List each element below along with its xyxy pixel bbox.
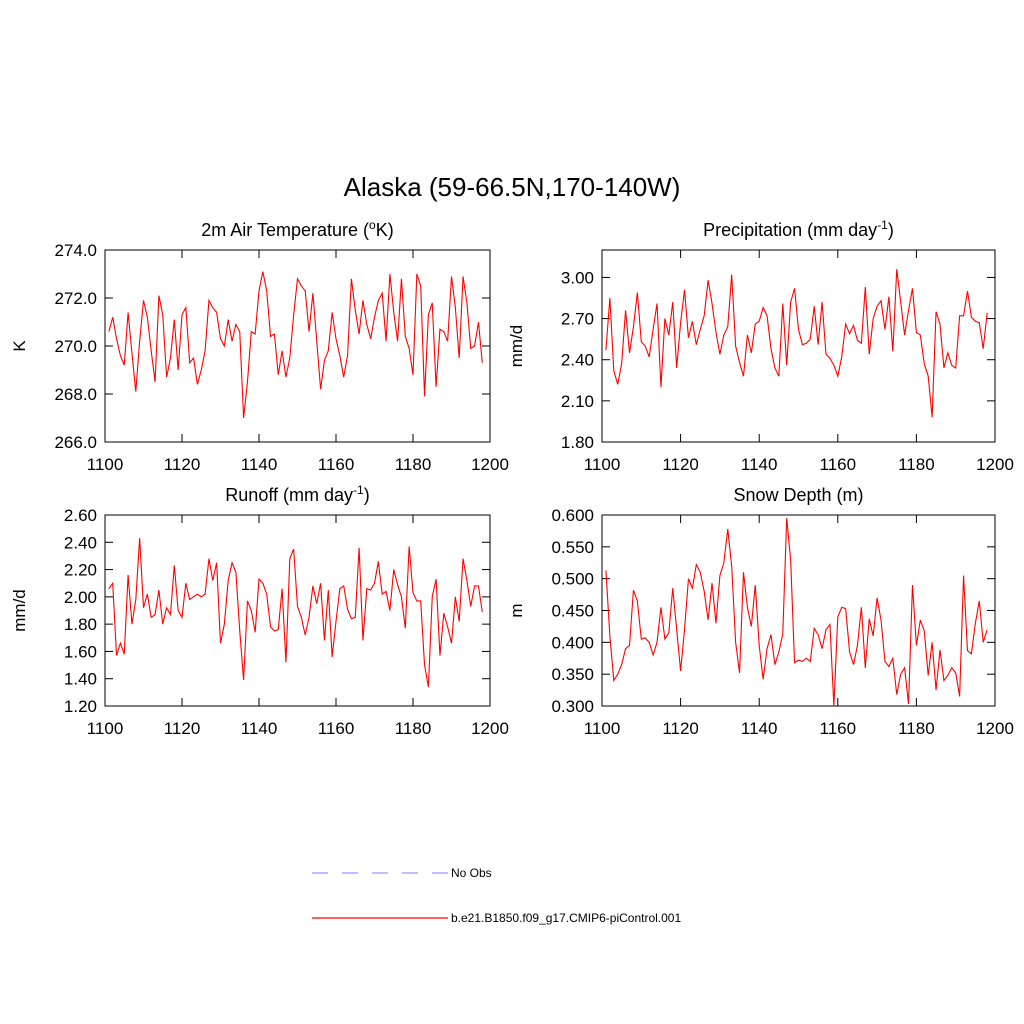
title-superscript: -1: [353, 483, 364, 497]
y-axis-label: m: [507, 603, 526, 617]
y-tick-label: 2.10: [561, 392, 594, 411]
x-tick-label: 1100: [87, 719, 124, 738]
x-tick-label: 1180: [898, 719, 935, 738]
y-tick-label: 270.0: [54, 337, 97, 356]
y-tick-label: 2.40: [64, 533, 97, 552]
title-superscript: o: [369, 218, 376, 232]
x-tick-label: 1100: [584, 719, 621, 738]
panel-title: Runoff (mm day-1): [225, 483, 369, 505]
data-line: [108, 538, 483, 687]
title-part: Precipitation (mm day: [703, 220, 877, 240]
y-tick-label: 2.40: [561, 351, 594, 370]
y-tick-label: 2.00: [64, 588, 97, 607]
data-line: [605, 518, 988, 707]
y-tick-label: 1.80: [64, 615, 97, 634]
title-superscript: -1: [877, 218, 888, 232]
legend-label: b.e21.B1850.f09_g17.CMIP6-piControl.001: [451, 911, 681, 925]
title-part: ): [888, 220, 894, 240]
y-tick-label: 272.0: [54, 289, 97, 308]
title-part: K): [376, 220, 394, 240]
y-tick-label: 2.60: [64, 506, 97, 525]
y-tick-label: 1.20: [64, 697, 97, 716]
x-tick-label: 1180: [898, 455, 935, 474]
y-axis-label: K: [10, 340, 29, 352]
x-tick-label: 1200: [471, 719, 509, 738]
y-tick-label: 0.400: [551, 633, 594, 652]
title-part: 2m Air Temperature (: [201, 220, 369, 240]
data-line: [108, 271, 483, 419]
y-tick-label: 0.450: [551, 602, 594, 621]
y-tick-label: 266.0: [54, 433, 97, 452]
title-part: ): [364, 485, 370, 505]
panel-title: Snow Depth (m): [733, 485, 863, 505]
x-tick-label: 1140: [741, 455, 778, 474]
y-tick-label: 0.300: [551, 697, 594, 716]
y-tick-label: 0.600: [551, 506, 594, 525]
y-tick-label: 2.70: [561, 310, 594, 329]
plot-frame: [104, 514, 491, 707]
title-part: Runoff (mm day: [225, 485, 353, 505]
y-tick-label: 3.00: [561, 268, 594, 287]
y-tick-label: 274.0: [54, 241, 97, 260]
x-tick-label: 1200: [976, 455, 1014, 474]
x-tick-label: 1160: [820, 719, 857, 738]
y-tick-label: 0.550: [551, 538, 594, 557]
panel-title: 2m Air Temperature (oK): [201, 218, 393, 240]
y-tick-label: 0.350: [551, 665, 594, 684]
x-tick-label: 1120: [164, 455, 201, 474]
y-tick-label: 0.500: [551, 570, 594, 589]
y-tick-label: 1.40: [64, 670, 97, 689]
x-tick-label: 1140: [241, 455, 278, 474]
x-tick-label: 1140: [741, 719, 778, 738]
y-tick-label: 1.80: [561, 433, 594, 452]
x-tick-label: 1100: [584, 455, 621, 474]
y-axis-label: mm/d: [507, 325, 526, 368]
x-tick-label: 1160: [318, 455, 355, 474]
x-tick-label: 1160: [318, 719, 355, 738]
x-tick-label: 1100: [87, 455, 124, 474]
x-tick-label: 1120: [662, 455, 699, 474]
y-axis-label: mm/d: [10, 589, 29, 632]
x-tick-label: 1180: [395, 455, 432, 474]
legend-label: No Obs: [451, 866, 492, 880]
x-tick-label: 1140: [241, 719, 278, 738]
x-tick-label: 1120: [662, 719, 699, 738]
panel-title: Precipitation (mm day-1): [703, 218, 894, 240]
x-tick-label: 1120: [164, 719, 201, 738]
x-tick-label: 1200: [471, 455, 509, 474]
data-line: [605, 269, 988, 418]
y-tick-label: 2.20: [64, 561, 97, 580]
title-part: Snow Depth (m): [733, 485, 863, 505]
y-tick-label: 1.60: [64, 642, 97, 661]
chart-title: Alaska (59-66.5N,170-140W): [344, 172, 681, 202]
x-tick-label: 1180: [395, 719, 432, 738]
y-tick-label: 268.0: [54, 385, 97, 404]
plot-frame: [601, 249, 996, 443]
x-tick-label: 1160: [820, 455, 857, 474]
x-tick-label: 1200: [976, 719, 1014, 738]
